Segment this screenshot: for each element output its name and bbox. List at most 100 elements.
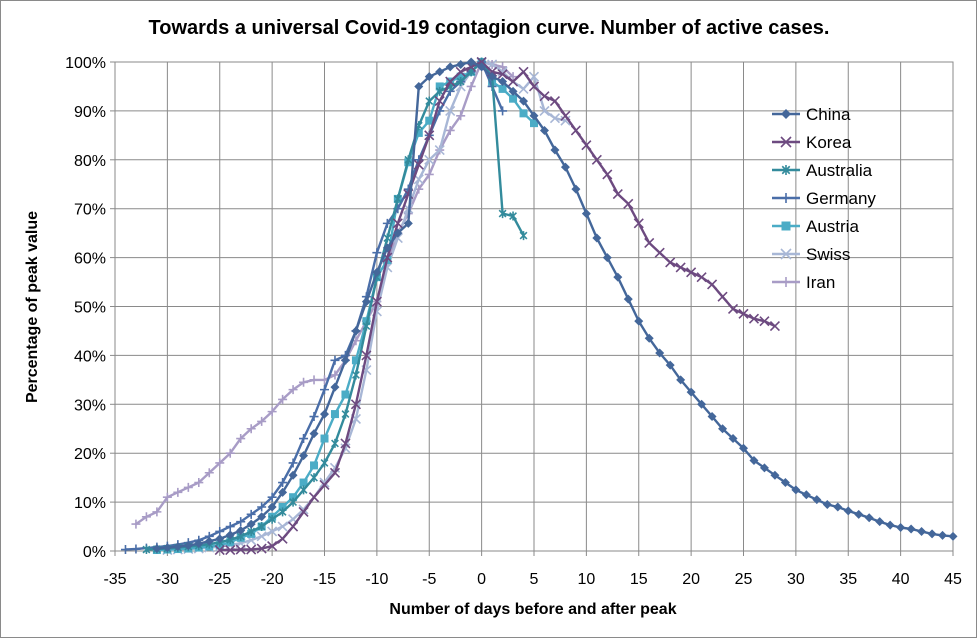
data-point	[728, 434, 738, 444]
y-tick-label: 30%	[74, 397, 106, 414]
data-point	[927, 529, 937, 539]
y-axis-ticks: 0% 10% 20% 30% 40% 50% 60% 70% 80% 90% 100%	[65, 55, 115, 561]
data-point	[351, 356, 360, 365]
data-point	[519, 109, 528, 118]
data-point	[602, 253, 612, 263]
data-point	[246, 544, 257, 555]
x-tick-label: 35	[839, 571, 857, 588]
data-point	[152, 544, 162, 554]
data-point	[257, 522, 266, 532]
y-tick-label: 60%	[74, 251, 106, 268]
data-point	[341, 390, 350, 399]
data-point	[246, 509, 256, 519]
x-axis-label: Number of days before and after peak	[389, 601, 676, 618]
data-point	[383, 233, 392, 243]
data-point	[633, 218, 644, 229]
data-point	[654, 247, 665, 258]
data-point	[329, 467, 341, 478]
data-point	[769, 320, 780, 332]
data-point	[717, 291, 728, 302]
data-point	[497, 66, 508, 77]
data-point	[235, 544, 246, 555]
x-tick-label: 5	[530, 571, 539, 588]
data-point	[194, 539, 204, 549]
data-point	[225, 530, 235, 540]
data-point	[288, 385, 298, 395]
data-point	[770, 470, 780, 480]
data-point	[289, 497, 298, 507]
data-point	[644, 237, 655, 248]
data-point	[225, 522, 235, 532]
data-point	[801, 490, 811, 500]
x-tick-label: 10	[577, 571, 595, 588]
data-point	[749, 456, 759, 466]
data-point	[414, 128, 423, 137]
data-point	[519, 231, 528, 241]
data-point	[414, 81, 424, 91]
data-point	[267, 407, 277, 417]
data-point	[204, 536, 214, 546]
data-point	[854, 509, 864, 519]
data-point	[466, 81, 476, 91]
data-point	[549, 96, 561, 107]
data-point	[498, 77, 508, 87]
data-point	[696, 272, 707, 283]
data-point	[204, 468, 214, 478]
data-point	[278, 394, 288, 404]
data-point	[550, 145, 560, 155]
data-point	[864, 513, 874, 523]
x-tick-label: -10	[365, 571, 388, 588]
data-point	[330, 355, 340, 365]
data-point	[351, 370, 360, 380]
data-point	[278, 502, 287, 511]
data-point	[350, 399, 361, 410]
data-point	[456, 77, 465, 87]
data-point	[299, 478, 308, 487]
data-point	[780, 248, 792, 260]
data-point	[425, 116, 434, 125]
data-point	[120, 545, 130, 555]
x-axis-ticks: -35 -30 -25 -20 -15 -10 -5 0 5 10 15 20 25 30 35 40 45	[103, 551, 962, 588]
legend-label: China	[806, 105, 851, 124]
data-point	[539, 105, 550, 116]
series-korea	[214, 56, 780, 556]
data-point	[257, 512, 267, 522]
data-point	[571, 184, 581, 194]
data-point	[938, 530, 948, 540]
y-tick-label: 90%	[74, 104, 106, 121]
x-tick-label: 40	[892, 571, 910, 588]
data-point	[320, 458, 329, 468]
data-point	[173, 487, 183, 497]
data-point	[425, 96, 434, 106]
data-point	[686, 267, 697, 278]
data-point	[236, 434, 246, 444]
data-point	[404, 155, 413, 165]
data-point	[822, 500, 832, 510]
data-point	[183, 541, 193, 551]
legend-label: Australia	[806, 161, 873, 180]
data-point	[948, 531, 958, 541]
legend-label: Iran	[806, 273, 835, 292]
data-point	[278, 478, 288, 488]
x-tick-label: -35	[103, 571, 126, 588]
data-point	[330, 410, 339, 419]
data-point	[278, 507, 287, 517]
y-tick-label: 0%	[83, 544, 106, 561]
legend-item-korea: Korea	[772, 133, 852, 152]
x-tick-label: -15	[313, 571, 336, 588]
data-point	[434, 96, 445, 107]
data-point	[309, 375, 319, 385]
data-point	[665, 257, 676, 268]
data-point	[896, 523, 906, 533]
data-point	[225, 448, 235, 458]
data-point	[508, 72, 518, 82]
data-point	[278, 487, 288, 497]
data-point	[435, 67, 445, 77]
data-point	[246, 424, 256, 434]
data-point	[424, 72, 434, 82]
data-point	[602, 169, 613, 180]
data-point	[508, 86, 518, 96]
x-tick-label: -30	[156, 571, 179, 588]
data-point	[299, 434, 309, 444]
data-point	[289, 493, 298, 502]
